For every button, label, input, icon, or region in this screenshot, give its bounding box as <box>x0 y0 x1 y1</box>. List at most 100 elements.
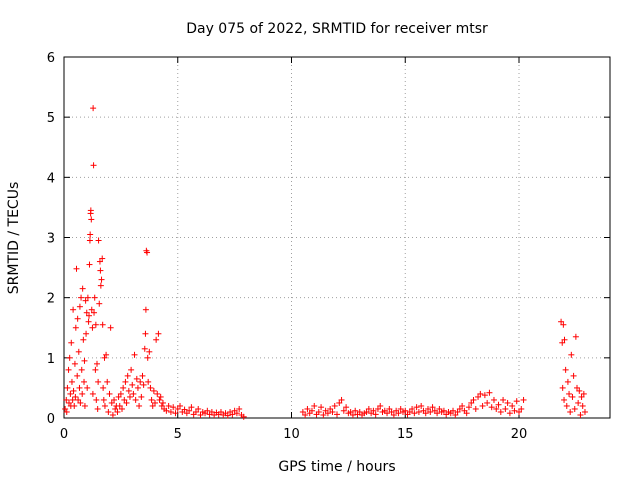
data-point <box>97 282 104 289</box>
data-point <box>500 396 507 403</box>
data-point <box>454 408 461 415</box>
data-point <box>126 393 133 400</box>
data-point <box>77 399 84 406</box>
data-point <box>170 404 177 411</box>
data-point <box>299 408 306 415</box>
data-point <box>139 372 146 379</box>
data-point <box>327 405 334 412</box>
data-point <box>477 390 484 397</box>
data-point <box>122 378 129 385</box>
data-point <box>363 408 370 415</box>
data-point <box>388 408 395 415</box>
data-point <box>81 357 88 364</box>
data-point <box>459 402 466 409</box>
data-point <box>409 405 416 412</box>
data-point <box>96 258 103 265</box>
data-point <box>502 405 509 412</box>
data-point <box>142 306 149 313</box>
data-point <box>450 407 457 414</box>
data-point <box>577 411 584 418</box>
data-point <box>123 399 130 406</box>
data-point <box>395 410 402 417</box>
data-point <box>578 393 585 400</box>
data-point <box>513 398 520 405</box>
data-point <box>324 410 331 417</box>
data-point <box>83 309 90 316</box>
data-point <box>88 306 95 313</box>
data-point <box>74 372 81 379</box>
data-point <box>91 309 98 316</box>
data-point <box>304 405 311 412</box>
data-point <box>104 378 111 385</box>
data-point <box>84 294 91 301</box>
data-point <box>66 399 73 406</box>
data-point <box>397 405 404 412</box>
data-point <box>86 312 93 319</box>
data-point <box>75 348 82 355</box>
data-point <box>518 405 525 412</box>
data-point <box>92 321 99 328</box>
data-point <box>78 366 85 373</box>
data-point <box>377 402 384 409</box>
data-point <box>197 411 204 418</box>
data-points <box>62 105 588 420</box>
data-point <box>111 396 118 403</box>
data-point <box>76 384 83 391</box>
data-point <box>365 405 372 412</box>
data-point <box>137 378 144 385</box>
data-point <box>574 384 581 391</box>
data-point <box>236 405 243 412</box>
data-point <box>64 384 71 391</box>
data-point <box>152 399 158 406</box>
data-point <box>156 396 163 403</box>
data-point <box>157 393 164 400</box>
data-point <box>511 407 518 414</box>
data-point <box>240 413 247 420</box>
data-point <box>131 351 138 358</box>
data-point <box>336 399 343 406</box>
data-point <box>575 399 582 406</box>
data-point <box>124 372 131 379</box>
data-point <box>427 408 434 415</box>
data-point <box>101 402 108 409</box>
data-point <box>331 402 338 409</box>
data-point <box>386 405 393 412</box>
data-point <box>320 411 327 418</box>
data-point <box>90 162 97 169</box>
data-point <box>302 411 309 418</box>
data-point <box>224 412 231 419</box>
data-point <box>340 407 347 414</box>
data-point <box>418 402 425 409</box>
data-point <box>506 410 513 417</box>
data-point <box>402 407 409 414</box>
data-point <box>569 393 576 400</box>
data-point <box>92 366 99 373</box>
data-point <box>406 408 413 415</box>
data-point <box>148 396 155 403</box>
data-point <box>563 402 570 409</box>
data-point <box>372 411 379 418</box>
data-point <box>85 318 92 325</box>
data-point <box>117 390 124 397</box>
data-point <box>132 396 139 403</box>
data-point <box>74 315 81 322</box>
data-point <box>119 405 126 412</box>
data-point <box>153 336 160 343</box>
data-point <box>318 404 325 411</box>
data-point <box>71 360 78 367</box>
data-point <box>163 407 170 414</box>
data-point <box>66 354 73 361</box>
data-point <box>86 261 93 268</box>
data-point <box>145 378 152 385</box>
data-point <box>181 406 188 413</box>
data-point <box>356 408 363 415</box>
data-point <box>188 404 195 411</box>
data-point <box>488 404 495 411</box>
data-point <box>475 393 482 400</box>
data-point <box>352 407 359 414</box>
data-point <box>86 237 93 244</box>
data-point <box>65 366 72 373</box>
data-point <box>429 404 436 411</box>
data-point <box>413 404 420 411</box>
data-point <box>422 410 429 417</box>
